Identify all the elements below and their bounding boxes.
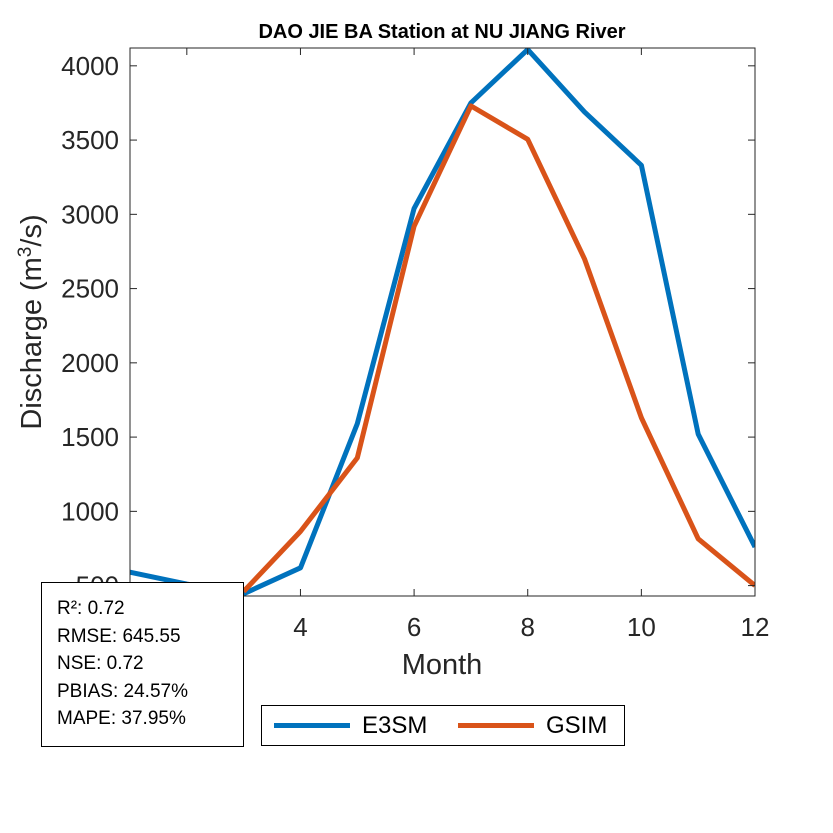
axes-layer: 246810125001000150020002500300035004000 <box>61 48 769 642</box>
legend-item-gsim: GSIM <box>458 706 607 745</box>
y-tick-label: 2500 <box>61 274 119 304</box>
legend-swatch-gsim <box>458 723 534 728</box>
stats-r2: R²: 0.72 <box>57 598 125 619</box>
series-line-gsim <box>241 103 755 594</box>
stats-nse: NSE: 0.72 <box>57 653 144 674</box>
x-tick-label: 8 <box>520 612 534 642</box>
chart-title: DAO JIE BA Station at NU JIANG River <box>258 21 625 43</box>
series-line-e3sm <box>130 48 755 596</box>
legend-label-gsim: GSIM <box>546 711 608 739</box>
legend: E3SM GSIM <box>261 705 625 746</box>
stats-rmse: RMSE: 645.55 <box>57 625 181 647</box>
y-tick-label: 3000 <box>61 199 119 229</box>
legend-item-e3sm: E3SM <box>274 706 427 745</box>
stats-pbias: PBIAS: 24.57% <box>57 680 188 702</box>
y-axis-label: Discharge (m3/s) <box>15 214 49 429</box>
series-layer <box>130 48 755 596</box>
x-tick-label: 12 <box>741 612 770 642</box>
x-tick-label: 6 <box>407 612 421 642</box>
y-tick-label: 1500 <box>61 422 119 452</box>
plot-frame <box>129 47 756 597</box>
y-tick-label: 2000 <box>61 348 119 378</box>
x-tick-label: 10 <box>627 612 656 642</box>
stats-box: R²: 0.72 RMSE: 645.55 NSE: 0.72 PBIAS: 2… <box>41 582 244 747</box>
y-tick-label: 1000 <box>61 496 119 526</box>
x-tick-label: 4 <box>293 612 307 642</box>
legend-swatch-e3sm <box>274 723 350 728</box>
x-axis-label: Month <box>402 649 483 681</box>
legend-label-e3sm: E3SM <box>362 711 428 739</box>
y-tick-label: 4000 <box>61 51 119 81</box>
y-tick-label: 3500 <box>61 125 119 155</box>
stats-mape: MAPE: 37.95% <box>57 708 186 729</box>
